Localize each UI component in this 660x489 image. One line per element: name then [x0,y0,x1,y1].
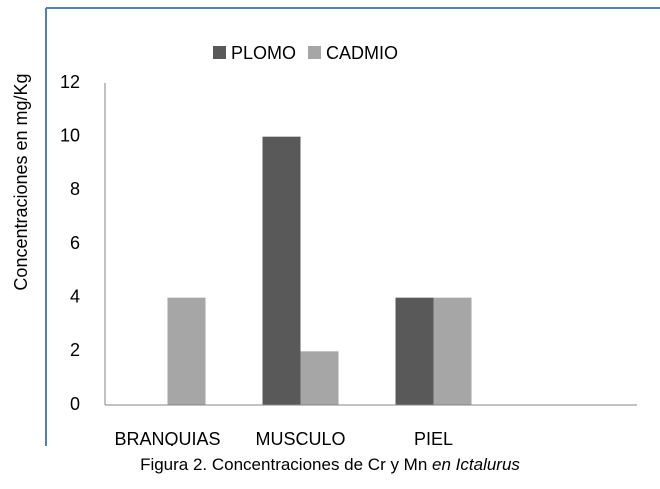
y-tick-label: 6 [70,233,80,253]
bar [300,351,339,405]
y-tick-label: 0 [70,394,80,414]
bar [262,136,301,405]
y-tick-label: 12 [60,72,80,92]
caption: Figura 2. Concentraciones de Cr y Mn en … [140,455,520,474]
caption-italic: en Ictalurus [432,455,520,474]
x-tick-label: PIEL [414,429,453,449]
bar [433,297,472,405]
y-tick-label: 4 [70,286,80,306]
caption-text: Figura 2. Concentraciones de Cr y Mn [140,455,427,474]
legend-label: CADMIO [326,43,398,63]
y-tick-label: 2 [70,340,80,360]
x-tick-label: BRANQUIAS [114,429,220,449]
x-tick-label: MUSCULO [255,429,345,449]
y-axis-label: Concentraciones en mg/Kg [11,73,31,290]
bar [395,297,434,405]
bar [167,297,206,405]
legend-label: PLOMO [231,43,296,63]
legend-swatch [213,46,226,59]
plot: BRANQUIAS MUSCULO PIEL [114,136,472,449]
legend-swatch [308,46,322,59]
y-tick-label: 8 [70,179,80,199]
y-tick-label: 10 [60,125,80,145]
